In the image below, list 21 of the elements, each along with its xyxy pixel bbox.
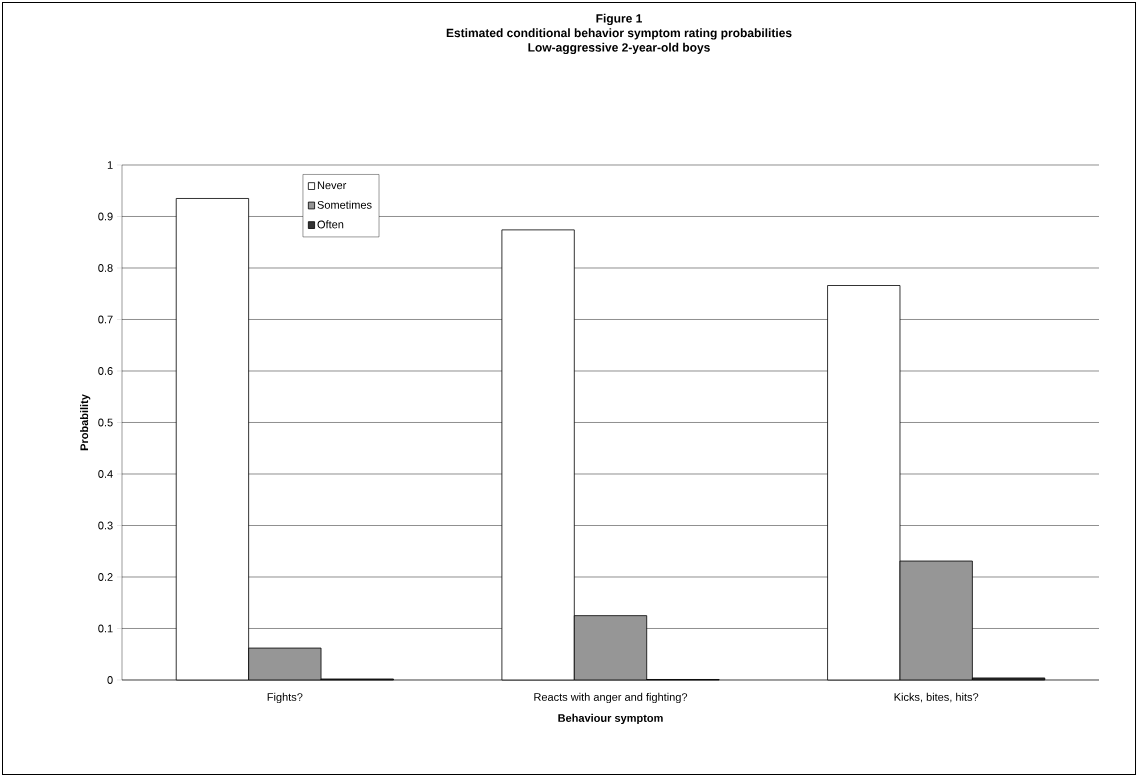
y-tick-label: 0.7 [98,315,113,324]
chart-title: Figure 1 [596,13,642,26]
y-tick-label: 0 [107,676,113,684]
legend-label: Never [317,181,347,190]
y-axis-title: Probability [80,394,91,451]
y-tick-label: 0.1 [98,624,113,633]
legend-label: Often [317,220,344,229]
y-tick-label: 0.3 [98,521,113,530]
x-tick-label: Fights? [267,692,303,704]
y-tick-label: 0.6 [98,367,113,375]
y-tick-label: 0.4 [98,470,113,478]
y-tick-label: 0.2 [98,573,113,581]
x-tick-label: Kicks, bites, hits? [894,692,979,703]
y-tick-label: 1 [107,161,113,169]
x-axis-title: Behaviour symptom [558,713,663,725]
chart-subtitle: Estimated conditional behavior symptom rating probabilities Low-aggressive 2-year-old boys [446,28,792,55]
x-tick-label: Reacts with anger and fighting? [534,692,688,704]
legend-label: Sometimes [317,200,372,209]
y-tick-label: 0.9 [98,212,113,221]
y-tick-label: 0.8 [98,264,113,272]
y-tick-label: 0.5 [98,418,113,427]
